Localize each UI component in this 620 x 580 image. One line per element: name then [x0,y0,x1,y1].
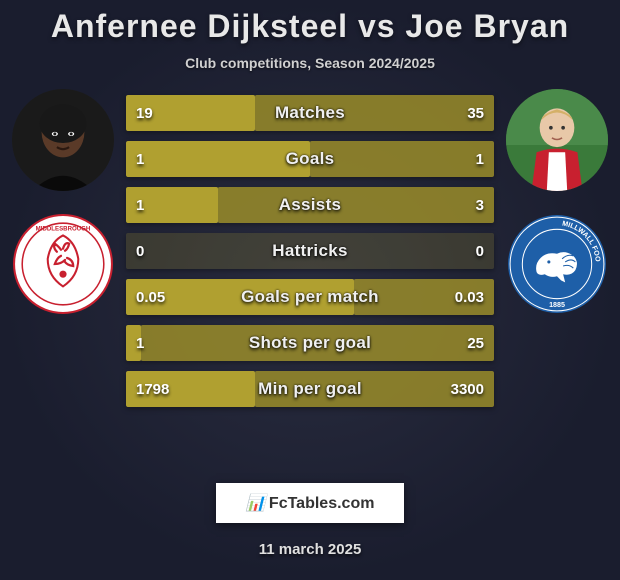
stat-label: Matches [126,95,494,131]
comparison-title: Anfernee Dijksteel vs Joe Bryan [0,0,620,45]
right-player-column: MILLWALL FOOTBALL 1885 [502,89,612,417]
stat-value-left: 1 [126,187,154,223]
svg-text:MIDDLESBROUGH: MIDDLESBROUGH [36,225,91,232]
stat-label: Shots per goal [126,325,494,361]
stat-label: Min per goal [126,371,494,407]
comparison-date: 11 march 2025 [0,541,620,558]
stat-label: Hattricks [126,233,494,269]
stat-value-left: 1798 [126,371,179,407]
right-player-avatar [506,89,608,191]
stat-row: Min per goal1798 3300 [126,371,494,407]
comparison-subtitle: Club competitions, Season 2024/2025 [0,55,620,71]
stat-value-right: 3300 [441,371,494,407]
stat-value-right: 35 [457,95,494,131]
stat-row: Shots per goal1 25 [126,325,494,361]
stat-row: Hattricks0 0 [126,233,494,269]
fctables-watermark: 📊 FcTables.com [216,483,405,523]
stat-value-right: 0.03 [445,279,494,315]
stat-value-right: 3 [466,187,494,223]
stat-label: Goals [126,141,494,177]
right-club-badge: MILLWALL FOOTBALL 1885 [506,213,608,315]
stat-label: Assists [126,187,494,223]
stat-value-right: 0 [466,233,494,269]
stat-value-left: 1 [126,141,154,177]
stat-value-left: 0.05 [126,279,175,315]
stat-row: Goals per match0.05 0.03 [126,279,494,315]
fctables-label: FcTables.com [269,495,375,512]
stat-value-right: 1 [466,141,494,177]
footer: 📊 FcTables.com 11 march 2025 [0,483,620,558]
left-club-badge: MIDDLESBROUGH [12,213,114,315]
comparison-body: MIDDLESBROUGH Matches1935Goals11Assists1… [0,89,620,417]
left-player-avatar [12,89,114,191]
stat-value-left: 19 [126,95,163,131]
left-player-column: MIDDLESBROUGH [8,89,118,417]
stat-value-left: 1 [126,325,154,361]
svg-text:1885: 1885 [549,301,565,309]
stat-label: Goals per match [126,279,494,315]
stat-row: Goals1 1 [126,141,494,177]
fctables-logo-icon: 📊 [246,495,265,512]
stat-row: Matches19 35 [126,95,494,131]
stat-value-left: 0 [126,233,154,269]
stat-row: Assists1 3 [126,187,494,223]
stat-bars-container: Matches1935Goals11Assists13Hattricks00Go… [118,89,502,417]
stat-value-right: 25 [457,325,494,361]
